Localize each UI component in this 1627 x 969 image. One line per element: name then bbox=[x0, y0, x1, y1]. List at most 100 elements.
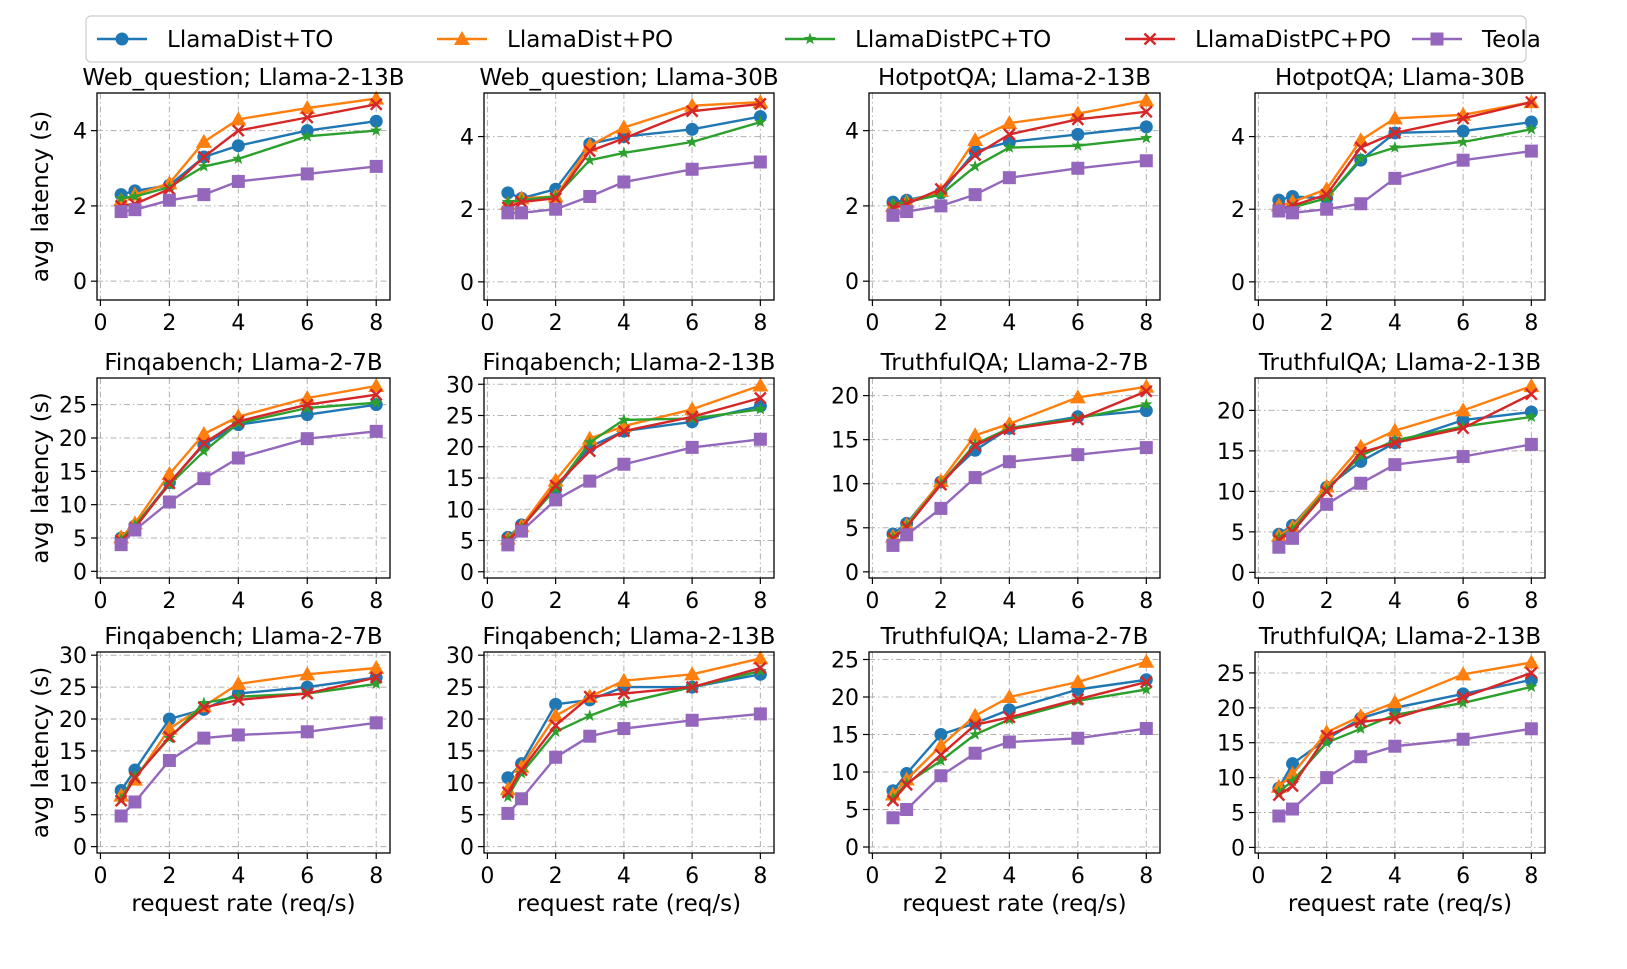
data-point bbox=[549, 482, 562, 494]
data-point bbox=[1286, 522, 1299, 535]
data-point bbox=[369, 114, 383, 128]
legend-entry-llamadistpc-to: LlamaDistPC+TO bbox=[785, 27, 1051, 53]
data-point bbox=[1525, 666, 1538, 680]
panel-7: 0 2 4 6 8 0 5 10 15 20 TruthfulQA; Llama-2-7B bbox=[831, 350, 1161, 614]
legend-label: LlamaDist+TO bbox=[167, 27, 333, 53]
data-point bbox=[886, 811, 900, 825]
data-point bbox=[1002, 171, 1016, 185]
data-point bbox=[1388, 708, 1402, 721]
legend-label: Teola bbox=[1481, 27, 1541, 53]
data-point bbox=[1525, 387, 1538, 401]
x-tick-label: 4 bbox=[1388, 864, 1402, 889]
y-tick-label: 0 bbox=[73, 836, 87, 861]
y-tick-label: 4 bbox=[460, 126, 474, 151]
data-point bbox=[369, 388, 383, 402]
data-point bbox=[1456, 124, 1470, 138]
y-tick-label: 10 bbox=[446, 498, 474, 523]
series-line bbox=[507, 160, 761, 215]
data-point bbox=[1139, 722, 1153, 735]
data-point bbox=[1071, 413, 1085, 426]
data-point bbox=[1354, 446, 1368, 459]
data-point bbox=[685, 713, 699, 727]
panel-title: TruthfulQA; Llama-2-13B bbox=[1258, 350, 1541, 376]
data-point bbox=[968, 148, 982, 162]
series-line bbox=[507, 115, 761, 200]
legend-marker-circle bbox=[115, 32, 129, 46]
y-tick-label: 10 bbox=[1217, 480, 1245, 505]
series-llamadist-po bbox=[1270, 94, 1540, 212]
data-point bbox=[1388, 126, 1402, 140]
data-point bbox=[1071, 731, 1085, 745]
y-tick-label: 0 bbox=[460, 561, 474, 586]
data-point bbox=[685, 104, 699, 118]
series-llamadistpc-to bbox=[501, 115, 767, 208]
x-tick-label: 6 bbox=[300, 311, 314, 336]
data-point bbox=[617, 696, 631, 709]
data-point bbox=[1455, 402, 1472, 417]
data-point bbox=[583, 474, 597, 488]
y-tick-label: 10 bbox=[1217, 767, 1245, 792]
data-point bbox=[1139, 404, 1153, 418]
data-point bbox=[684, 666, 701, 681]
data-point bbox=[128, 769, 142, 782]
data-point bbox=[501, 806, 515, 820]
data-point bbox=[549, 725, 562, 738]
y-axis-label: avg latency (s) bbox=[28, 667, 54, 838]
x-tick-label: 8 bbox=[1139, 311, 1153, 336]
series-teola bbox=[114, 159, 383, 219]
legend-marker-x bbox=[1143, 32, 1157, 46]
data-point bbox=[1524, 722, 1538, 736]
data-point bbox=[1320, 202, 1334, 216]
data-point bbox=[617, 424, 631, 438]
axes-frame bbox=[1254, 377, 1546, 579]
series-teola bbox=[886, 154, 1153, 222]
data-point bbox=[583, 729, 597, 743]
series-line bbox=[892, 159, 1147, 217]
series-line bbox=[120, 97, 377, 202]
x-tick-label: 4 bbox=[1002, 589, 1016, 614]
y-tick-label: 5 bbox=[845, 517, 859, 542]
data-point bbox=[128, 523, 142, 537]
panel-title: HotpotQA; Llama-2-13B bbox=[878, 65, 1151, 91]
data-point bbox=[1272, 809, 1286, 823]
series-llamadist-to bbox=[1272, 115, 1538, 207]
series-llamadist-to bbox=[886, 673, 1153, 798]
data-point bbox=[934, 748, 948, 762]
data-point bbox=[1523, 654, 1540, 669]
y-tick-label: 20 bbox=[831, 686, 859, 711]
series-teola bbox=[114, 716, 383, 823]
y-tick-label: 25 bbox=[446, 676, 474, 701]
data-point bbox=[128, 795, 142, 809]
x-tick-label: 2 bbox=[1320, 589, 1334, 614]
data-point bbox=[1525, 95, 1538, 109]
series-llamadist-po bbox=[113, 90, 385, 207]
data-point bbox=[1138, 653, 1155, 668]
data-point bbox=[900, 776, 913, 789]
data-point bbox=[967, 132, 984, 147]
x-tick-label: 0 bbox=[1251, 864, 1265, 889]
data-point bbox=[163, 730, 176, 744]
y-tick-label: 2 bbox=[460, 198, 474, 223]
data-point bbox=[967, 707, 984, 722]
series-line bbox=[1278, 149, 1532, 215]
data-point bbox=[1388, 458, 1402, 472]
data-point bbox=[1138, 92, 1155, 107]
y-tick-label: 2 bbox=[1231, 198, 1245, 223]
data-point bbox=[900, 803, 914, 816]
data-point bbox=[1456, 732, 1470, 746]
data-point bbox=[1139, 120, 1153, 134]
data-point bbox=[1320, 191, 1333, 204]
y-tick-label: 30 bbox=[446, 644, 474, 669]
data-point bbox=[1388, 433, 1402, 446]
data-point bbox=[1456, 135, 1470, 148]
series-line bbox=[120, 129, 377, 200]
y-tick-label: 5 bbox=[73, 527, 87, 552]
data-point bbox=[685, 680, 699, 694]
data-point bbox=[754, 391, 767, 405]
data-point bbox=[162, 753, 176, 767]
data-point bbox=[1286, 757, 1300, 771]
series-line bbox=[506, 669, 761, 798]
x-tick-label: 8 bbox=[1524, 589, 1538, 614]
y-tick-label: 5 bbox=[845, 799, 859, 824]
data-point bbox=[1069, 389, 1086, 404]
